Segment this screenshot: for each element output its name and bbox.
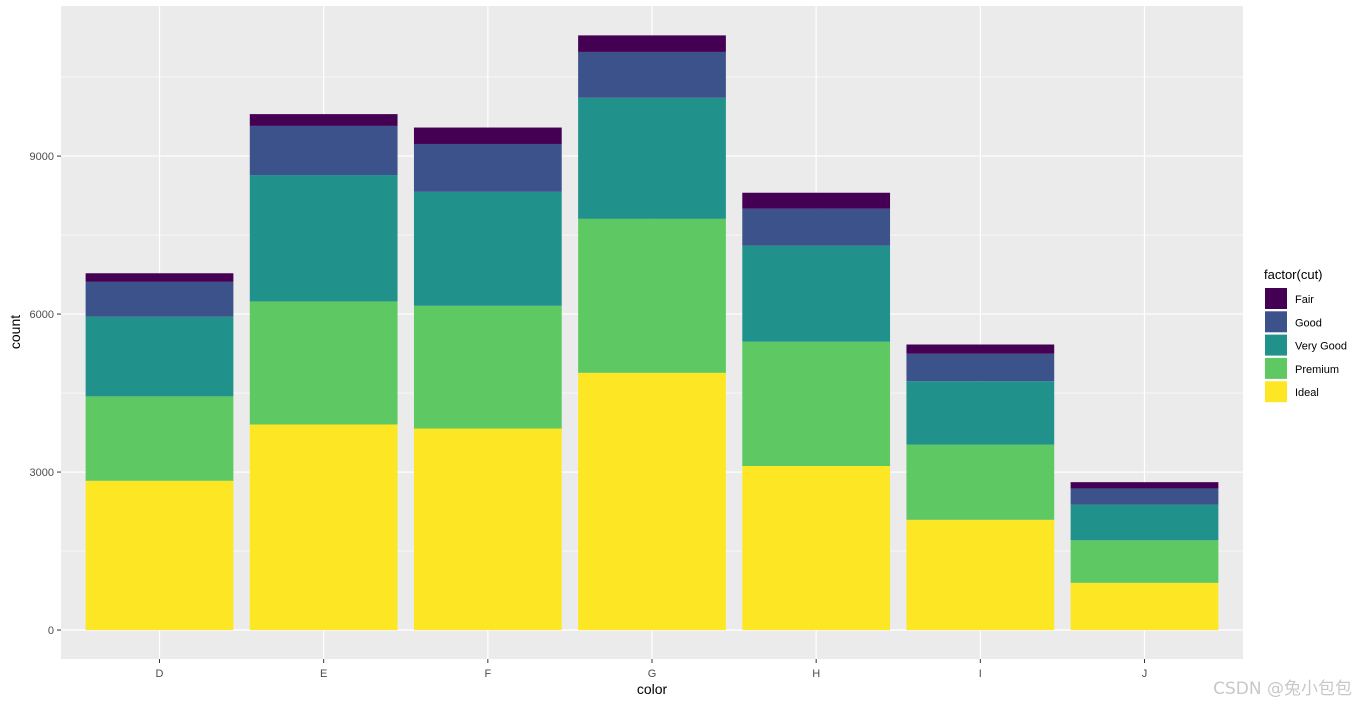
bar-segment-f-premium (413, 305, 562, 429)
x-tick-label: J (1142, 668, 1148, 680)
bar-segment-g-good (578, 51, 726, 98)
y-tick-label: 9000 (30, 151, 54, 163)
bar-segment-h-very-good (742, 245, 891, 342)
bar-segment-j-ideal (1070, 582, 1219, 631)
bar-segment-j-premium (1070, 540, 1219, 583)
legend-key-ideal (1265, 381, 1287, 403)
legend: factor(cut) Fair Good Very Good Premium Idea… (1264, 267, 1347, 403)
bar-segment-i-fair (906, 344, 1055, 354)
bar-segment-g-fair (578, 35, 726, 52)
bar-segment-e-good (249, 125, 398, 176)
bar-segment-h-ideal (742, 465, 891, 631)
x-axis: D E F G H I J (156, 659, 1148, 680)
y-tick-label: 0 (48, 625, 54, 637)
legend-label: Premium (1295, 364, 1339, 376)
bar-segment-e-ideal (249, 424, 398, 631)
legend-key-good (1265, 311, 1287, 333)
legend-key-premium (1265, 357, 1287, 379)
bar-segment-d-good (85, 281, 234, 317)
bar-segment-f-very-good (413, 191, 562, 306)
x-tick-label: E (320, 668, 327, 680)
bar-segment-g-ideal (578, 372, 726, 631)
bar-segment-j-good (1070, 488, 1219, 505)
bars (85, 35, 1219, 631)
bar-segment-h-good (742, 208, 891, 246)
bar-segment-e-very-good (249, 175, 398, 302)
bar-segment-j-very-good (1070, 504, 1219, 541)
legend-key-fair (1265, 288, 1287, 309)
bar-segment-e-premium (249, 301, 398, 425)
watermark-text: CSDN @兔小包包 (1213, 679, 1352, 699)
x-tick-label: F (484, 668, 491, 680)
legend-label: Ideal (1295, 387, 1319, 399)
bar-segment-g-very-good (578, 97, 726, 219)
y-axis-title: count (7, 315, 23, 349)
bar-segment-i-good (906, 353, 1055, 382)
bar-segment-f-good (413, 143, 562, 192)
y-tick-label: 6000 (30, 309, 54, 321)
bar-segment-d-ideal (85, 480, 234, 631)
bar-segment-f-ideal (413, 428, 562, 631)
bar-segment-d-premium (85, 396, 234, 481)
y-tick-label: 3000 (30, 467, 54, 479)
x-tick-label: I (979, 668, 982, 680)
legend-key-very-good (1265, 334, 1287, 356)
bar-segment-h-premium (742, 341, 891, 466)
legend-label: Fair (1295, 294, 1314, 306)
bar-segment-j-fair (1070, 482, 1219, 489)
y-axis: 0 3000 6000 9000 (30, 151, 61, 637)
x-tick-label: D (156, 668, 164, 680)
x-tick-label: H (812, 668, 820, 680)
bar-segment-i-very-good (906, 381, 1055, 445)
x-tick-label: G (648, 668, 657, 680)
bar-segment-e-fair (249, 114, 398, 126)
bar-segment-i-ideal (906, 519, 1055, 631)
legend-title: factor(cut) (1264, 267, 1323, 282)
bar-segment-g-premium (578, 218, 726, 373)
x-axis-title: color (637, 681, 668, 697)
bar-segment-h-fair (742, 192, 891, 209)
bar-segment-d-fair (85, 273, 234, 282)
bar-segment-i-premium (906, 444, 1055, 520)
bar-segment-d-very-good (85, 316, 234, 397)
legend-label: Good (1295, 317, 1322, 329)
legend-label: Very Good (1295, 341, 1347, 353)
bar-segment-f-fair (413, 127, 562, 144)
